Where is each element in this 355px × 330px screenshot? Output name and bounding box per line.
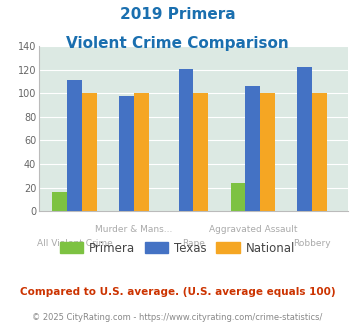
Bar — [260, 93, 275, 211]
Bar — [67, 81, 82, 211]
Text: Murder & Mans...: Murder & Mans... — [95, 225, 173, 234]
Bar — [82, 93, 97, 211]
Bar — [119, 96, 134, 211]
Text: Aggravated Assault: Aggravated Assault — [209, 225, 297, 234]
Bar — [193, 93, 208, 211]
Bar — [245, 86, 260, 211]
Text: © 2025 CityRating.com - https://www.cityrating.com/crime-statistics/: © 2025 CityRating.com - https://www.city… — [32, 314, 323, 322]
Text: Compared to U.S. average. (U.S. average equals 100): Compared to U.S. average. (U.S. average … — [20, 287, 335, 297]
Bar — [312, 93, 327, 211]
Text: Violent Crime Comparison: Violent Crime Comparison — [66, 36, 289, 51]
Bar — [179, 69, 193, 211]
Legend: Primera, Texas, National: Primera, Texas, National — [55, 237, 300, 259]
Text: All Violent Crime: All Violent Crime — [37, 239, 113, 248]
Text: Rape: Rape — [182, 239, 205, 248]
Bar — [297, 67, 312, 211]
Text: Robbery: Robbery — [294, 239, 331, 248]
Text: 2019 Primera: 2019 Primera — [120, 7, 235, 21]
Bar — [231, 183, 245, 211]
Bar — [134, 93, 149, 211]
Bar — [53, 192, 67, 211]
